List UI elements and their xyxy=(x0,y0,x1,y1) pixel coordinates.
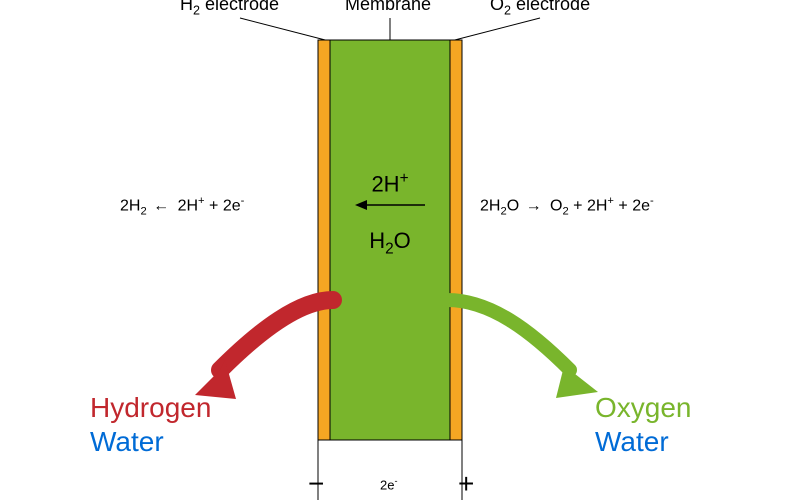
output-arrow-left xyxy=(195,300,333,399)
minus-sign: − xyxy=(308,468,324,500)
reaction-left: 2H2 ← 2H+ + 2e- xyxy=(120,195,244,218)
label-water-right: Water xyxy=(595,426,669,458)
label-hydrogen: Hydrogen xyxy=(90,392,211,424)
plus-sign: + xyxy=(458,468,474,500)
membrane-text-1: 2H+ xyxy=(330,170,450,197)
label-oxygen: Oxygen xyxy=(595,392,692,424)
membrane-text-2: H2O xyxy=(330,228,450,258)
reaction-right: 2H2O → O2 + 2H+ + 2e- xyxy=(480,195,654,218)
label-water-left: Water xyxy=(90,426,164,458)
output-arrow-right xyxy=(447,300,598,398)
electron-label: 2e- xyxy=(380,476,398,492)
leader-lines xyxy=(240,18,540,42)
